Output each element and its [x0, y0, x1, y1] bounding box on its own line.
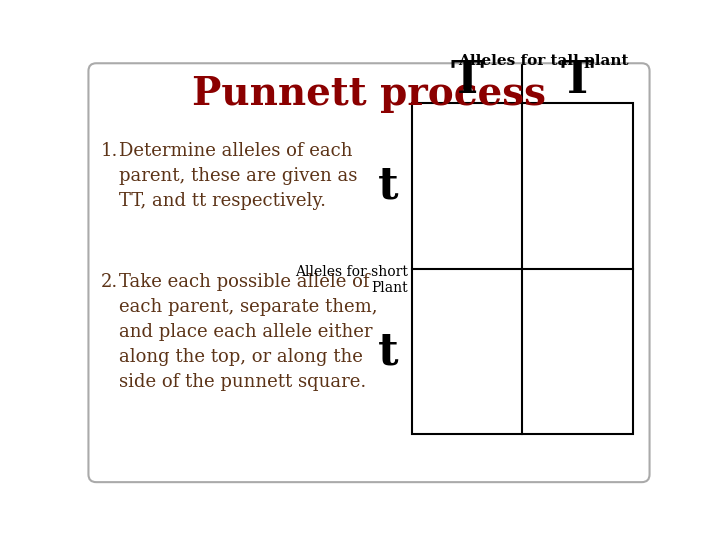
Text: Punnett process: Punnett process [192, 75, 546, 113]
Text: T: T [450, 59, 483, 102]
Bar [412, 103, 632, 434]
Text: 2.: 2. [101, 273, 118, 291]
Text: T: T [561, 59, 594, 102]
Text: Alleles for short
Plant: Alleles for short Plant [295, 265, 408, 295]
Text: Determine alleles of each
parent, these are given as
TT, and tt respectively.: Determine alleles of each parent, these … [120, 142, 358, 210]
Text: Alleles for tall plant: Alleles for tall plant [458, 54, 629, 68]
Text: 1.: 1. [101, 142, 118, 160]
Text: t: t [378, 165, 399, 207]
Text: t: t [378, 330, 399, 373]
Text: Take each possible allele of
each parent, separate them,
and place each allele e: Take each possible allele of each parent… [120, 273, 378, 391]
FancyBboxPatch shape [89, 63, 649, 482]
